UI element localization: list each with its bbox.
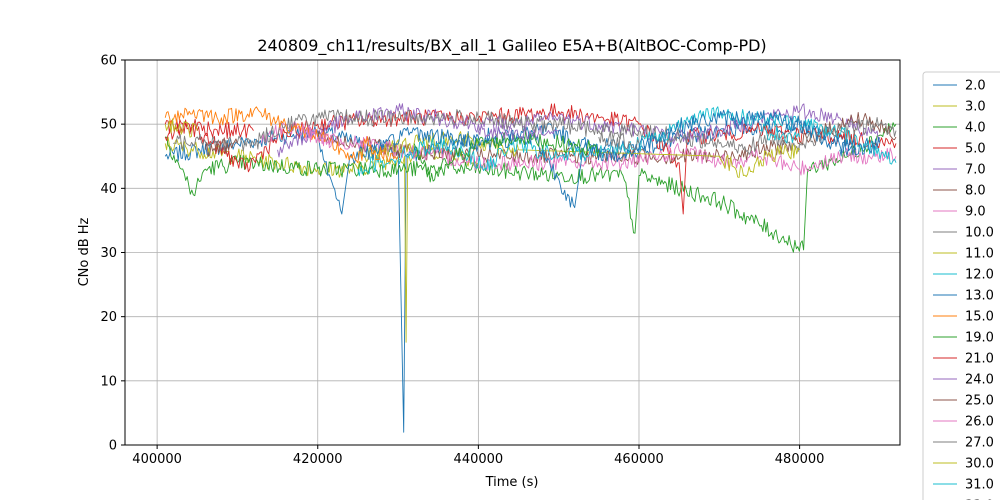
legend-label: 12.0: [965, 268, 994, 283]
y-tick-label: 20: [100, 310, 117, 325]
series-line: [164, 118, 254, 141]
series-lines: [164, 103, 897, 433]
y-tick-label: 10: [100, 374, 117, 389]
legend-label: 9.0: [965, 205, 986, 220]
legend-box: [922, 71, 1000, 500]
x-axis: 400000 420000 440000 460000 480000: [132, 445, 824, 467]
chart-title: 240809_ch11/results/BX_all_1 Galileo E5A…: [257, 36, 766, 56]
legend-label: 31.0: [965, 478, 994, 493]
legend-label: 2.0: [965, 79, 986, 94]
legend-label: 19.0: [965, 331, 994, 346]
series-line: [165, 122, 897, 253]
series-line: [261, 121, 897, 176]
series-line: [598, 130, 640, 151]
legend-label: 25.0: [965, 394, 994, 409]
series-line: [164, 118, 198, 138]
legend-label: 27.0: [965, 436, 994, 451]
legend-label: 3.0: [965, 100, 986, 115]
x-tick-label: 440000: [454, 452, 504, 467]
x-tick-label: 460000: [614, 452, 664, 467]
y-tick-label: 40: [100, 182, 117, 197]
series-line: [301, 123, 335, 149]
series-line: [357, 106, 897, 177]
legend: 2.0 3.0 4.0 5.0 7.0 8.0 9.0 10.0 11.0 12.0 13.0 15.…: [922, 71, 1000, 500]
series-line: [164, 103, 897, 215]
x-tick-label: 420000: [293, 452, 343, 467]
series-line: [477, 123, 559, 141]
series-line: [204, 137, 238, 157]
y-axis-title: CNo dB Hz: [77, 217, 92, 286]
legend-label: 15.0: [965, 310, 994, 325]
legend-label: 21.0: [965, 352, 994, 367]
y-tick-label: 60: [100, 54, 117, 69]
legend-label: 10.0: [965, 226, 994, 241]
legend-label: 33.0: [965, 499, 994, 500]
series-line: [759, 123, 801, 144]
y-tick-label: 0: [109, 439, 117, 454]
series-line: [839, 136, 881, 157]
y-axis: 0 10 20 30 40 50 60: [100, 54, 125, 454]
legend-label: 26.0: [965, 415, 994, 430]
x-axis-title: Time (s): [485, 475, 539, 490]
legend-label: 24.0: [965, 373, 994, 388]
legend-label: 8.0: [965, 184, 986, 199]
legend-label: 4.0: [965, 121, 986, 136]
legend-label: 13.0: [965, 289, 994, 304]
y-tick-label: 50: [100, 118, 117, 133]
series-line: [164, 115, 848, 433]
legend-label: 7.0: [965, 163, 986, 178]
series-line: [317, 109, 857, 215]
x-tick-label: 480000: [775, 452, 825, 467]
legend-label: 5.0: [965, 142, 986, 157]
y-tick-label: 30: [100, 246, 117, 261]
series-line: [164, 106, 399, 164]
x-tick-label: 400000: [132, 452, 182, 467]
series-line: [413, 129, 600, 183]
legend-label: 11.0: [965, 247, 994, 262]
legend-label: 30.0: [965, 457, 994, 472]
